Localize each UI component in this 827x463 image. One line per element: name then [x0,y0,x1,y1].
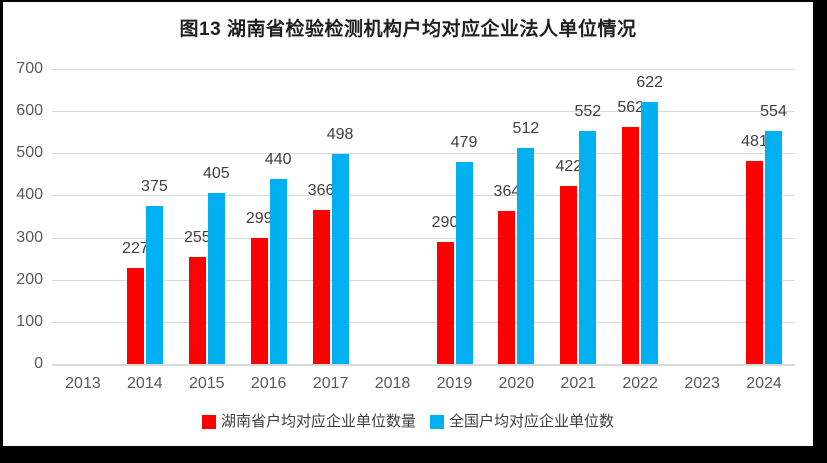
gridline-400 [52,195,795,197]
y-axis-label-700: 700 [16,60,43,77]
gridline-500 [52,153,795,155]
data-label-hunan-2019: 290 [431,213,459,231]
bar-hunan-2021 [560,186,578,364]
legend-swatch-hunan [201,415,216,429]
bar-hunan-2020 [498,210,516,364]
bar-national-2014 [145,206,163,364]
y-axis-label-200: 200 [16,270,43,288]
bar-national-2022 [641,101,659,364]
chart-title: 图13 湖南省检验检测机构户均对应企业法人单位情况 [179,19,637,40]
data-label-national-2022: 622 [636,73,664,91]
y-axis-label-300: 300 [16,228,43,246]
bar-national-2019 [455,162,473,364]
x-axis-label-2022: 2022 [622,375,658,392]
data-label-national-2015: 405 [202,165,230,183]
legend-swatch-national [430,415,444,429]
bar-hunan-2019 [436,241,454,364]
data-label-hunan-2024: 481 [741,133,768,151]
data-label-national-2024: 554 [760,102,787,120]
bar-national-2020 [517,148,535,364]
legend-label-national: 全国户均对应企业单位数 [449,413,615,430]
legend-item-hunan: 湖南省户均对应企业单位数量 [201,412,416,432]
bar-national-2016 [269,178,287,364]
data-label-national-2019: 479 [450,134,478,152]
plot-area: 0 100 200 300 400 500 600 700 2013 2014 227 375 2015… [3,2,813,446]
x-axis-label-2018: 2018 [374,375,411,392]
bar-national-2015 [207,193,225,364]
data-label-hunan-2015: 255 [183,228,211,246]
y-axis-label-400: 400 [16,186,43,204]
x-axis-label-2013: 2013 [65,375,101,392]
data-label-national-2017: 498 [326,126,354,144]
legend-label-hunan: 湖南省户均对应企业单位数量 [220,413,416,430]
bar-hunan-2024 [746,161,763,364]
bar-hunan-2014 [126,268,144,364]
gridline-200 [52,279,795,281]
y-axis-label-600: 600 [16,102,43,120]
gridline-0 [52,364,795,366]
x-axis-label-2017: 2017 [312,375,349,392]
chart-canvas: 图13 湖南省检验检测机构户均对应企业法人单位情况 0 100 200 300 400 5… [3,2,813,446]
x-axis-label-2021: 2021 [560,375,597,392]
data-label-national-2014: 375 [141,178,168,195]
data-label-hunan-2022: 562 [617,99,645,117]
data-label-national-2016: 440 [264,150,292,168]
legend: 湖南省户均对应企业单位数量 全国户均对应企业单位数 [3,411,813,433]
data-label-hunan-2014: 227 [122,240,149,258]
legend-item-national: 全国户均对应企业单位数 [430,412,614,432]
bar-national-2017 [331,154,349,364]
x-axis-label-2023: 2023 [684,375,720,392]
gridline-300 [52,237,795,239]
bar-hunan-2017 [312,209,330,364]
data-label-hunan-2021: 422 [555,158,583,176]
data-label-hunan-2016: 299 [245,210,273,227]
y-axis-label-500: 500 [16,144,43,162]
y-axis-label-0: 0 [34,355,43,372]
bar-national-2024 [765,130,782,364]
data-label-national-2021: 552 [574,103,602,121]
x-axis-label-2024: 2024 [746,375,782,392]
x-axis-label-2015: 2015 [188,375,225,392]
x-axis-label-2016: 2016 [250,375,287,392]
gridline-600 [52,111,795,113]
x-axis-label-2019: 2019 [436,375,473,392]
data-label-hunan-2017: 366 [307,181,335,199]
bar-hunan-2016 [250,238,268,364]
gridline-100 [52,321,795,323]
y-axis-label-100: 100 [16,312,43,330]
data-label-national-2020: 512 [512,120,540,138]
gridline-700 [52,69,795,70]
data-label-hunan-2020: 364 [493,182,521,200]
x-axis-label-2020: 2020 [498,375,535,392]
bar-national-2021 [579,131,597,364]
bar-hunan-2022 [622,127,640,364]
bar-hunan-2015 [188,256,206,364]
x-axis-label-2014: 2014 [127,375,163,392]
